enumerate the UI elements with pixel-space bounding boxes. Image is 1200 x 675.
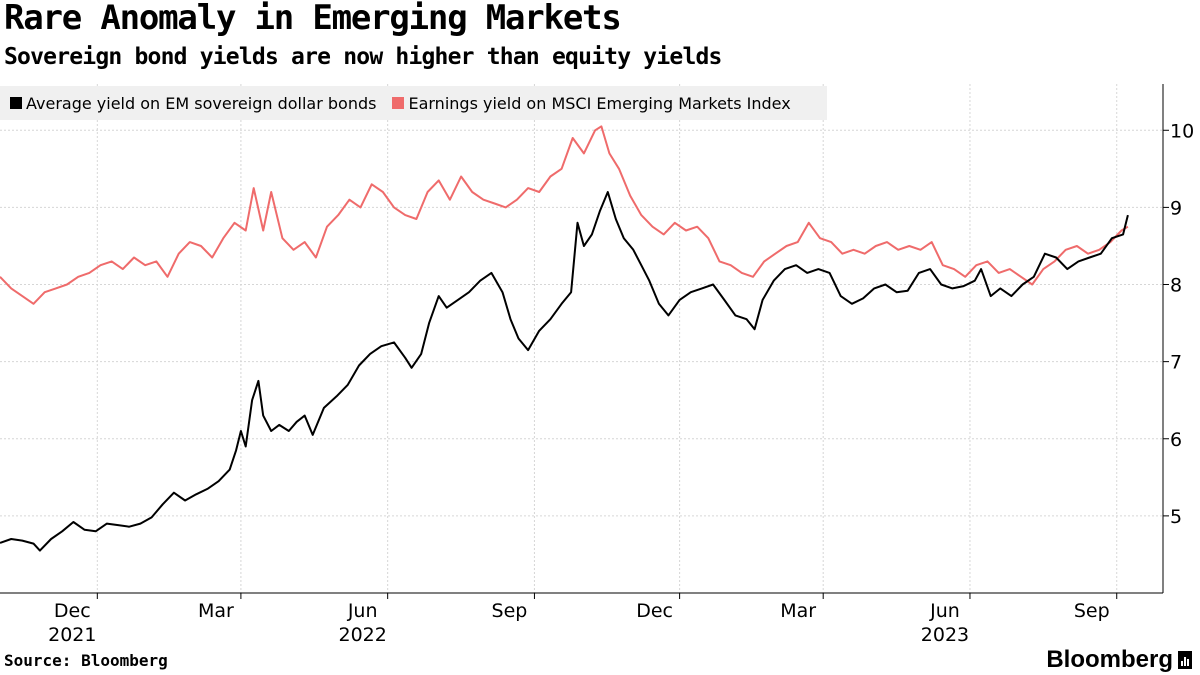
x-tick-label: Jun xyxy=(347,600,378,622)
x-tick-label: Jun xyxy=(929,600,960,622)
y-tick-label: 9 xyxy=(1170,197,1182,219)
legend-swatch-earnings xyxy=(392,97,405,109)
y-tick-label: 10 xyxy=(1170,120,1194,142)
y-tick-label: 6 xyxy=(1170,429,1182,451)
x-tick-label: Sep xyxy=(1074,600,1110,622)
legend-item-bonds: Average yield on EM sovereign dollar bon… xyxy=(10,94,376,113)
x-tick-label: Dec xyxy=(54,600,91,622)
x-year-label: 2021 xyxy=(48,624,96,646)
y-tick-label: 7 xyxy=(1170,352,1182,374)
legend-label-earnings: Earnings yield on MSCI Emerging Markets … xyxy=(408,93,791,113)
x-tick-label: Dec xyxy=(636,600,673,622)
series-line-bonds xyxy=(0,191,1129,552)
legend-swatch-bonds xyxy=(10,97,22,109)
chart-title: Rare Anomaly in Emerging Markets xyxy=(4,0,622,38)
brand-logo: Bloomberg xyxy=(1046,646,1192,674)
source-note: Source: Bloomberg xyxy=(4,651,168,670)
y-tick-label: 5 xyxy=(1170,506,1182,528)
y-tick-label: 8 xyxy=(1170,275,1182,297)
x-year-label: 2022 xyxy=(338,624,386,646)
chart-legend: Average yield on EM sovereign dollar bon… xyxy=(0,86,827,120)
chart-grid xyxy=(0,84,1163,593)
series-line-earnings xyxy=(0,125,1129,305)
x-year-label: 2023 xyxy=(921,624,969,646)
legend-item-earnings: Earnings yield on MSCI Emerging Markets … xyxy=(392,93,791,113)
x-tick-label: Mar xyxy=(780,600,816,622)
chart-subtitle: Sovereign bond yields are now higher tha… xyxy=(4,44,722,70)
series-lines xyxy=(0,125,1129,552)
x-tick-label: Mar xyxy=(198,600,234,622)
x-tick-label: Sep xyxy=(492,600,528,622)
bloomberg-bars-icon xyxy=(1178,651,1192,669)
legend-label-bonds: Average yield on EM sovereign dollar bon… xyxy=(26,93,377,113)
brand-wordmark: Bloomberg xyxy=(1046,646,1173,673)
